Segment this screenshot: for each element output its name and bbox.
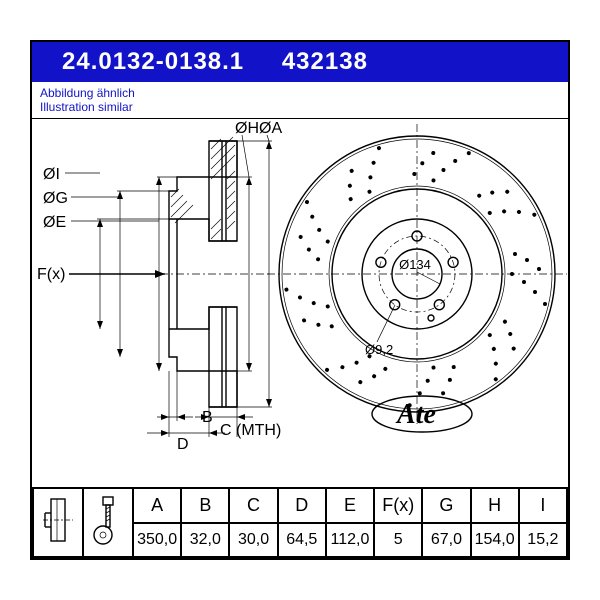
bolt-icon-cell [83, 488, 133, 557]
col-B: B [181, 488, 229, 523]
hub-dia-label: Ø134 [399, 257, 431, 272]
subtitle-en: Illustration similar [40, 100, 560, 114]
col-E: E [326, 488, 374, 523]
col-I: I [519, 488, 567, 523]
dim-E: ØE [43, 214, 66, 231]
val-I: 15,2 [519, 523, 567, 558]
disc-icon-cell [33, 488, 83, 557]
val-D: 64,5 [278, 523, 326, 558]
dim-A: ØA [259, 120, 282, 137]
val-B: 32,0 [181, 523, 229, 558]
val-C: 30,0 [229, 523, 277, 558]
dim-H: ØH [235, 120, 259, 137]
val-G: 67,0 [422, 523, 470, 558]
front-view: Ø134 Ø9,2 [267, 124, 567, 424]
dim-I: ØI [43, 166, 60, 183]
ref-number-1: 24.0132-0138.1 [62, 48, 244, 75]
bolt-dia-label: Ø9,2 [365, 342, 393, 357]
subtitle-de: Abbildung ähnlich [40, 86, 560, 100]
val-A: 350,0 [133, 523, 181, 558]
val-H: 154,0 [471, 523, 519, 558]
col-C: C [229, 488, 277, 523]
val-E: 112,0 [326, 523, 374, 558]
col-D: D [278, 488, 326, 523]
col-H: H [471, 488, 519, 523]
col-A: A [133, 488, 181, 523]
svg-text:Ate: Ate [395, 399, 436, 430]
bolt-icon [87, 493, 129, 547]
fx-label: F(x) [37, 266, 65, 283]
col-F: F(x) [374, 488, 422, 523]
technical-drawing: Ø134 Ø9,2 Ate [32, 119, 568, 464]
drawing-svg: Ø134 Ø9,2 Ate [32, 119, 568, 464]
col-G: G [422, 488, 470, 523]
dim-C: C (MTH) [220, 422, 281, 439]
disc-icon [37, 493, 79, 547]
title-bar: 24.0132-0138.1 432138 [32, 42, 568, 82]
table-header-row: A B C D E F(x) G H I [33, 488, 567, 523]
subtitle: Abbildung ähnlich Illustration similar [32, 82, 568, 119]
ate-logo: Ate [372, 396, 472, 432]
val-F: 5 [374, 523, 422, 558]
dim-G: ØG [43, 190, 68, 207]
dim-D: D [177, 436, 189, 453]
ref-number-2: 432138 [282, 48, 368, 75]
side-view: ØI ØG ØE ØH ØA F(x) [37, 120, 282, 453]
dimension-table: A B C D E F(x) G H I 350,0 32,0 30,0 64,… [32, 487, 568, 558]
perforation-holes [284, 142, 547, 407]
